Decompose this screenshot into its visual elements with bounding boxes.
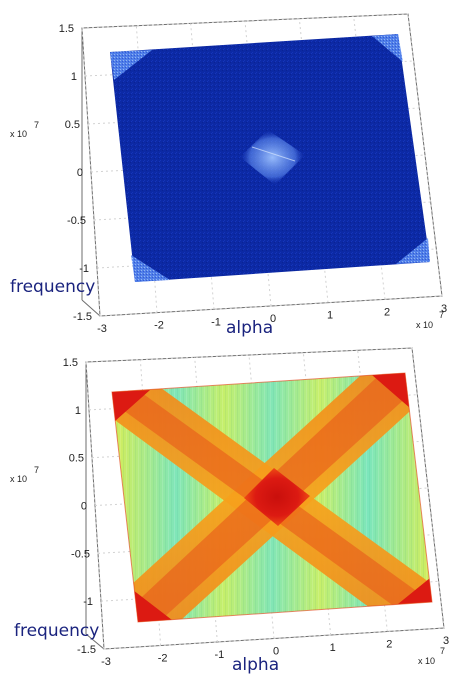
top-x-tick-label: -3 [97, 323, 107, 335]
top-y-tick-label: -1 [79, 263, 89, 275]
bottom-x-axis-label: alpha [232, 655, 279, 675]
bottom-x-exponent-power: 7 [440, 646, 445, 656]
bottom-x-exponent: x 10 7 [418, 646, 445, 666]
top-y-exponent: x 10 7 [10, 120, 39, 139]
bottom-y-axis-label: frequency [14, 621, 99, 641]
bottom-x-tick-labels: -3 -2 -1 0 1 2 3 [101, 635, 449, 668]
top-heatmap-surface [110, 34, 430, 282]
top-corner-br [396, 238, 430, 264]
bottom-heatmap-surface [112, 373, 432, 622]
bottom-corner-tl [112, 390, 150, 422]
top-x-axis-label: alpha [226, 318, 273, 338]
bottom-y-exponent: x 10 7 [10, 465, 39, 484]
bottom-y-tick-label: 0.5 [69, 453, 84, 465]
bottom-y-exponent-power: 7 [34, 465, 39, 475]
top-y-exponent-power: 7 [34, 120, 39, 130]
bottom-y-tick-labels: -1.5 -1 -0.5 0 0.5 1 1.5 [63, 357, 96, 656]
top-x-tick-label: 1 [327, 310, 333, 322]
top-x-tick-label: 2 [384, 306, 390, 318]
top-grid-v-0 [81, 27, 101, 317]
bottom-y-tick-label: -1.5 [77, 644, 96, 656]
top-x-tick-label: 3 [441, 303, 447, 315]
top-heatmap-plot: -1.5 -1 -0.5 0 0.5 1 1.5 -3 -2 -1 0 1 2 3 x 10 7 x 1… [10, 13, 447, 338]
top-y-tick-label: -1.5 [73, 311, 92, 323]
bottom-corner-bl [133, 590, 172, 622]
top-y-exponent-base: x 10 [10, 129, 27, 139]
top-y-tick-label: 1.5 [59, 23, 74, 35]
bottom-center-diamond [244, 468, 310, 526]
bottom-x-tick-label: 1 [330, 642, 336, 654]
top-y-tick-label: -0.5 [67, 215, 86, 227]
top-y-tick-label: 0 [77, 167, 83, 179]
bottom-x-exponent-base: x 10 [418, 656, 435, 666]
bottom-y-tick-label: 0 [81, 501, 87, 513]
bottom-y-tick-label: 1.5 [63, 357, 78, 369]
bottom-corner-tr [372, 373, 410, 408]
bottom-corner-br [398, 578, 432, 604]
top-x-exponent-base: x 10 [416, 320, 433, 330]
bottom-y-tick-label: -1 [83, 596, 93, 608]
bottom-x-tick-label: -2 [158, 653, 168, 665]
top-corner-tl [110, 50, 152, 80]
bottom-grid-v-6 [411, 347, 445, 629]
bottom-grid-h-6 [85, 347, 413, 363]
bottom-x-tick-label: -1 [214, 649, 224, 661]
top-y-tick-label: 1 [71, 71, 77, 83]
top-x-tick-labels: -3 -2 -1 0 1 2 3 [97, 303, 447, 335]
top-x-tick-label: -2 [154, 320, 164, 332]
bottom-heatmap-plot: -1.5 -1 -0.5 0 0.5 1 1.5 -3 -2 -1 0 1 2 3 x 10 7 x 1… [10, 347, 449, 675]
top-corner-tr [372, 34, 403, 62]
bottom-y-tick-label: -0.5 [71, 548, 90, 560]
top-grid-h-6 [81, 13, 409, 29]
bottom-y-exponent-base: x 10 [10, 474, 27, 484]
top-center-diamond [240, 130, 305, 185]
bottom-y-tick-label: 1 [75, 405, 81, 417]
bottom-x-tick-label: 0 [273, 646, 279, 658]
top-x-exponent-power: 7 [439, 310, 444, 320]
top-x-exponent: x 10 7 [416, 310, 444, 330]
top-grid-v-6 [407, 13, 443, 297]
top-y-axis-label: frequency [10, 277, 95, 297]
bottom-x-tick-label: -3 [101, 656, 111, 668]
top-x-tick-label: -1 [211, 316, 221, 328]
top-x-tick-label: 0 [270, 313, 276, 325]
top-y-tick-labels: -1.5 -1 -0.5 0 0.5 1 1.5 [59, 23, 92, 323]
top-corner-bl [131, 255, 170, 282]
bottom-x-tick-label: 3 [443, 635, 449, 647]
top-y-tick-label: 0.5 [65, 119, 80, 131]
bottom-x-tick-label: 2 [386, 639, 392, 651]
